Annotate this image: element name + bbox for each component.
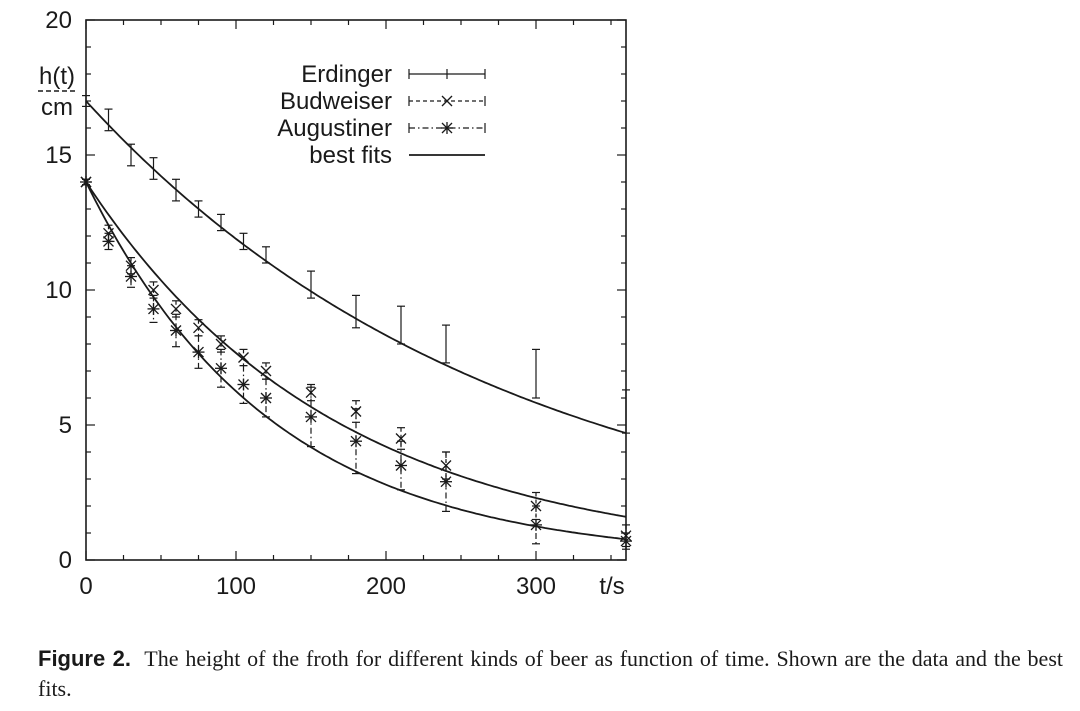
legend-marker — [441, 95, 453, 107]
error-bar — [397, 440, 405, 491]
error-bar — [127, 143, 135, 167]
y-tick-label: 5 — [59, 412, 72, 439]
x-tick-label: 0 — [79, 573, 92, 600]
data-point — [238, 352, 249, 363]
x-tick-label: 200 — [366, 573, 406, 600]
error-bar — [194, 200, 203, 218]
error-bar — [127, 265, 135, 288]
figure-caption: Figure 2. The height of the froth for di… — [38, 644, 1063, 704]
legend-label: Augustiner — [277, 115, 392, 142]
x-tick-label: 100 — [216, 573, 256, 600]
error-bar — [104, 108, 113, 132]
data-point — [148, 284, 159, 296]
data-point — [395, 433, 407, 444]
data-point — [215, 362, 227, 375]
y-axis-label-denominator: cm — [41, 94, 73, 121]
legend-marker — [441, 122, 453, 134]
data-point — [193, 322, 204, 334]
legend-label: best fits — [309, 142, 392, 169]
error-bar — [307, 270, 315, 299]
data-point — [530, 518, 542, 531]
axes: 0 100 200 300 0 5 10 15 20 — [45, 7, 626, 600]
data-point — [215, 338, 227, 350]
y-axis-label-numerator: h(t) — [39, 63, 75, 90]
y-tick-label: 20 — [45, 7, 72, 34]
error-bar — [172, 178, 180, 202]
data-point — [260, 392, 272, 404]
series-budweiser — [80, 176, 632, 548]
legend-entry-augustiner: Augustiner — [277, 115, 486, 142]
data-point — [237, 378, 250, 391]
axis-labels: t/s h(t) cm — [38, 63, 625, 600]
data-point — [147, 302, 160, 315]
x-tick-label: 300 — [516, 573, 556, 600]
data-point — [305, 410, 317, 423]
legend-label: Budweiser — [280, 88, 392, 115]
data-point — [350, 435, 362, 448]
data-point — [170, 303, 182, 315]
error-bar — [239, 232, 248, 251]
legend-entry-best-fits: best fits — [309, 142, 485, 169]
error-bar — [352, 294, 360, 329]
data-point — [170, 324, 182, 337]
y-tick-label: 0 — [59, 547, 72, 574]
y-tick-label: 10 — [45, 277, 72, 304]
x-axis-label: t/s — [599, 573, 624, 600]
data-point — [192, 346, 205, 359]
error-bar — [532, 348, 540, 399]
caption-label: Figure 2. — [38, 646, 132, 671]
error-bar — [622, 389, 630, 434]
fit-curve-2 — [85, 181, 627, 541]
error-bar — [397, 305, 405, 345]
series-augustiner — [80, 176, 632, 550]
data-point — [125, 270, 137, 283]
data-point — [102, 235, 115, 248]
data-point — [260, 365, 272, 377]
error-bar — [149, 157, 158, 180]
legend-label: Erdinger — [301, 61, 392, 88]
data-point — [395, 459, 407, 472]
error-bar — [217, 213, 225, 232]
error-bar — [262, 246, 270, 264]
chart: 0 100 200 300 0 5 10 15 20 ErdingerBudweiserAugu… — [38, 7, 632, 600]
legend-entry-erdinger: Erdinger — [301, 61, 486, 88]
error-bar — [442, 324, 450, 364]
series-erdinger — [82, 94, 630, 434]
data-point — [620, 535, 632, 548]
y-tick-label: 15 — [45, 142, 72, 169]
data-point — [440, 475, 452, 488]
caption-text: The height of the froth for different ki… — [38, 646, 1063, 701]
legend-entry-budweiser: Budweiser — [280, 88, 486, 115]
